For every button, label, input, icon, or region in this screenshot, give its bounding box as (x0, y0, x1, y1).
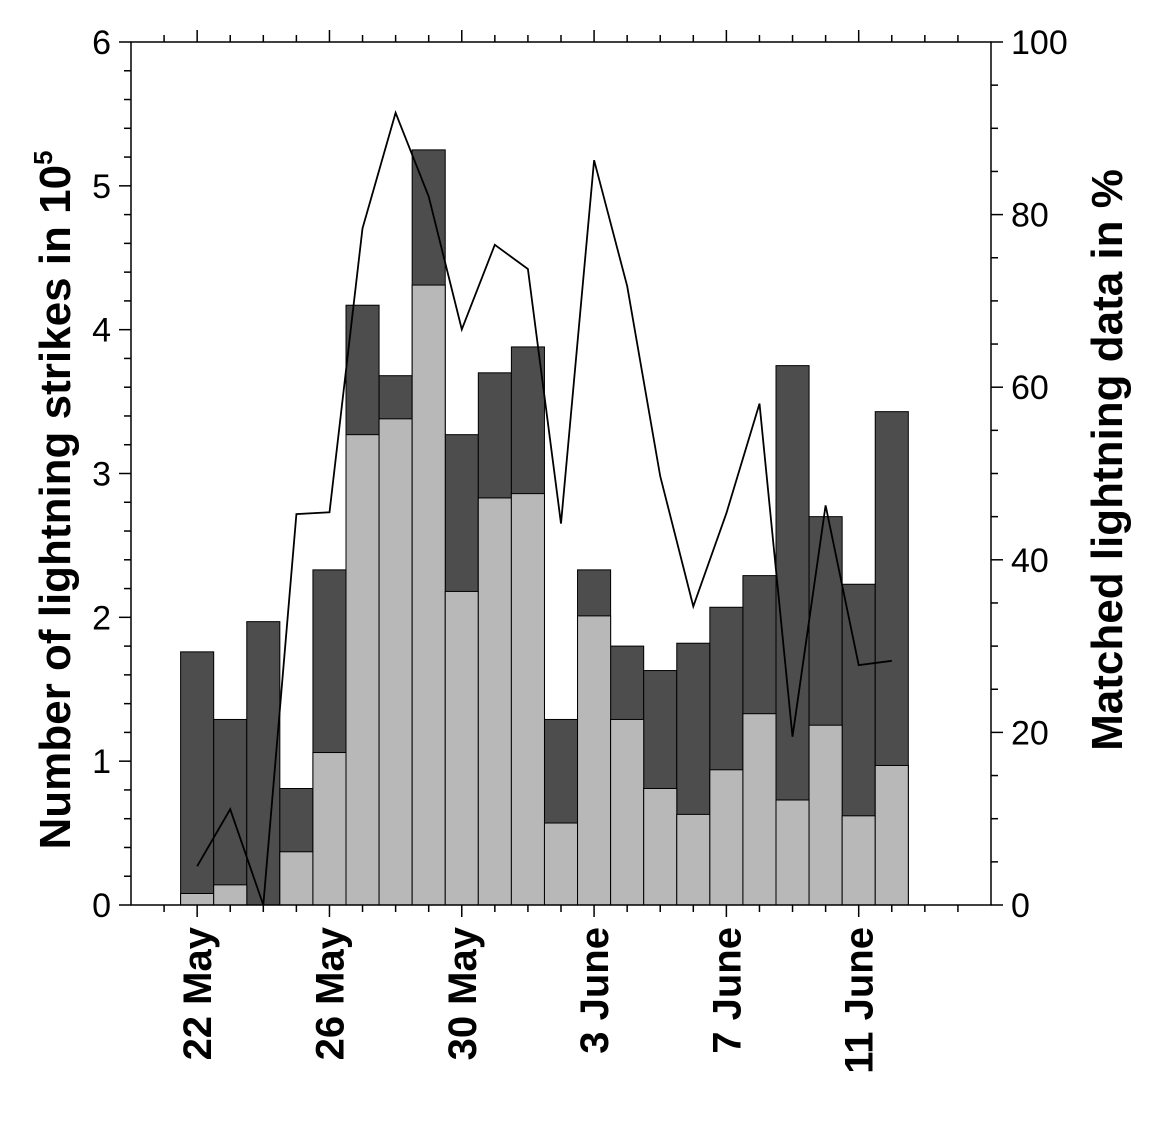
matched-percent-line (196, 110, 892, 906)
x-tick-label: 7 June (705, 927, 749, 1054)
y-axis-left-title-text: Number of lightning strikes in 10 (31, 165, 80, 850)
x-tick-label: 22 May (176, 926, 220, 1060)
bar-matched (808, 724, 843, 906)
bar-matched (841, 815, 876, 906)
y-left-tick-label: 5 (92, 168, 111, 206)
bar-matched (213, 884, 248, 906)
bar-matched (378, 418, 413, 906)
x-tick-labels: 22 May 26 May 30 May 3 June 7 June 11 June (176, 926, 882, 1074)
y-right-tick-label: 20 (1011, 714, 1049, 752)
bar-matched (709, 769, 744, 906)
left-tick-labels: 0 1 2 3 4 5 6 (92, 24, 111, 925)
y-left-tick-label: 3 (92, 456, 111, 494)
percent-line-layer (196, 110, 892, 906)
y-right-tick-label: 100 (1011, 24, 1068, 62)
y-left-tick-label: 0 (92, 887, 111, 925)
y-right-tick-label: 80 (1011, 197, 1049, 235)
bar-matched (676, 813, 711, 906)
y-left-tick-label: 6 (92, 24, 111, 62)
bar-matched (610, 718, 645, 906)
bar-matched (775, 799, 810, 906)
bar-matched (444, 590, 479, 906)
bar-matched (345, 434, 380, 906)
y-right-tick-label: 60 (1011, 369, 1049, 407)
bar-matched (577, 615, 612, 906)
bar-matched (411, 284, 446, 906)
x-tick-label: 30 May (441, 926, 485, 1060)
x-tick-label: 26 May (308, 926, 352, 1060)
y-axis-left-title: Number of lightning strikes in 105 (28, 150, 80, 849)
bar-matched (543, 822, 579, 906)
bar-matched (180, 892, 215, 906)
right-tick-labels: 0 20 40 60 80 100 (1011, 24, 1068, 925)
bar-matched (742, 713, 777, 906)
y-axis-right-title: Matched lightning data in % (1083, 169, 1132, 751)
axis-ticks (119, 30, 1003, 917)
bar-total (180, 651, 215, 906)
y-left-tick-label: 2 (92, 599, 111, 637)
bar-matched (279, 851, 314, 906)
y-right-tick-label: 0 (1011, 887, 1030, 925)
y-axis-left-title-exponent: 5 (28, 150, 58, 164)
y-right-tick-label: 40 (1011, 542, 1049, 580)
bar-matched (643, 787, 678, 906)
bar-total (213, 718, 248, 906)
bar-matched (510, 493, 545, 906)
bar-total (246, 621, 281, 906)
x-tick-label: 11 June (838, 927, 882, 1074)
x-tick-label: 3 June (573, 927, 617, 1054)
bar-matched (477, 497, 512, 906)
y-left-tick-label: 4 (92, 312, 111, 350)
y-left-tick-label: 1 (92, 743, 111, 781)
bar-matched (312, 752, 347, 906)
bar-matched (874, 764, 909, 906)
